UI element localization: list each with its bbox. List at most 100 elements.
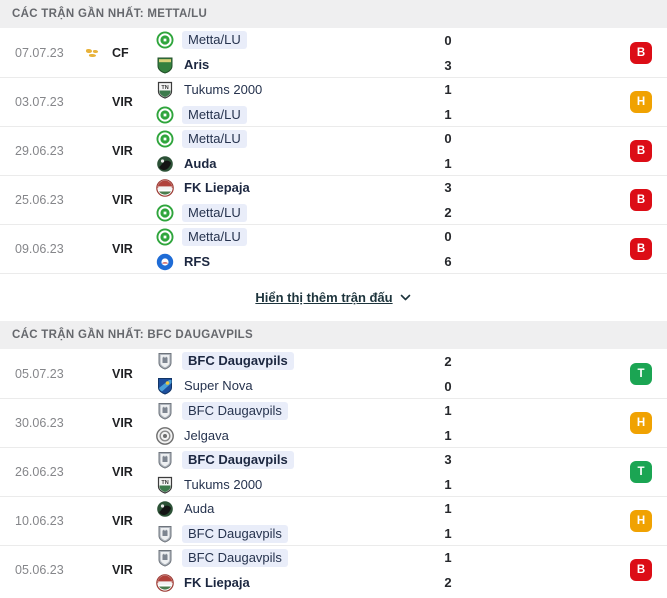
match-date: 05.07.23: [15, 366, 64, 381]
bfc-club-logo-icon: [156, 352, 174, 370]
match-date: 09.06.23: [15, 242, 64, 256]
result-badge: B: [630, 189, 652, 211]
match-list-bfc: 05.07.23 VIR BFC Daugavpils 2 Super Nova 0 T 3 0…: [0, 349, 667, 594]
team[interactable]: BFC Daugavpils: [156, 524, 436, 543]
team[interactable]: BFC Daugavpils: [156, 450, 436, 469]
match-line: Metta/LU 2: [156, 203, 460, 223]
team[interactable]: BFC Daugavpils: [156, 401, 436, 420]
team[interactable]: Metta/LU: [156, 203, 436, 222]
metta-club-logo-icon: [156, 106, 174, 124]
team[interactable]: TN Tukums 2000: [156, 476, 436, 494]
team[interactable]: Metta/LU: [156, 31, 436, 49]
score-value: 0: [444, 378, 452, 394]
team-name: BFC Daugavpils: [182, 524, 288, 543]
match-line: BFC Daugavpils 2: [156, 351, 460, 371]
teams-and-scores: BFC Daugavpils 1 FK Liepaja 2: [156, 548, 460, 593]
match-date: 10.06.23: [15, 514, 64, 528]
result-badge-cell: H: [630, 91, 652, 113]
match-date: 25.06.23: [15, 193, 64, 207]
competition-flag: [83, 194, 103, 207]
competition-code: VIR: [112, 144, 133, 158]
match-row[interactable]: 26.06.23 VIR BFC Daugavpils 3 TN Tukums 2000 1…: [0, 447, 667, 496]
score-value: 3: [444, 452, 452, 467]
team[interactable]: BFC Daugavpils: [156, 352, 436, 370]
score-value: 1: [444, 550, 452, 565]
bfc-club-logo-icon: [156, 402, 174, 420]
team[interactable]: Auda: [156, 155, 436, 173]
show-more-label: Hiển thị thêm trận đấu: [255, 290, 393, 305]
result-badge: H: [630, 510, 652, 532]
teams-and-scores: Metta/LU 0 Aris 3: [156, 30, 460, 75]
team-name: Metta/LU: [182, 105, 247, 124]
team-name: FK Liepaja: [184, 574, 250, 590]
match-line: Metta/LU 1: [156, 105, 460, 125]
section-title: CÁC TRẬN GẦN NHẤT: METTA/LU: [12, 8, 208, 20]
show-more-row: Hiển thị thêm trận đấu: [0, 273, 667, 321]
team[interactable]: FK Liepaja: [156, 573, 436, 592]
team-name: Jelgava: [184, 427, 229, 443]
team[interactable]: FK Liepaja: [156, 178, 436, 197]
match-line: TN Tukums 2000 1: [156, 80, 460, 100]
result-badge-cell: B: [630, 140, 652, 162]
competition-code: VIR: [112, 95, 133, 109]
team-name: Super Nova: [184, 378, 253, 393]
metta-club-logo-icon: [156, 31, 174, 49]
match-row[interactable]: 30.06.23 VIR BFC Daugavpils 1 Jelgava 1 H: [0, 398, 667, 447]
result-badge: B: [630, 41, 652, 64]
team-name: Metta/LU: [182, 31, 247, 49]
match-line: BFC Daugavpils 3: [156, 450, 460, 470]
competition-flag: [83, 145, 103, 158]
section-title: CÁC TRẬN GẦN NHẤT: BFC DAUGAVPILS: [12, 329, 253, 341]
match-row[interactable]: 10.06.23 VIR Auda 1 BFC Daugavpils 1 H: [0, 496, 667, 545]
team[interactable]: Metta/LU: [156, 227, 436, 246]
result-badge: B: [630, 238, 652, 260]
teams-and-scores: BFC Daugavpils 2 Super Nova 0: [156, 351, 460, 396]
match-line: Metta/LU 0: [156, 30, 460, 50]
teams-and-scores: BFC Daugavpils 1 Jelgava 1: [156, 401, 460, 446]
result-badge-cell: B: [630, 189, 652, 211]
team[interactable]: Auda: [156, 500, 436, 518]
match-line: FK Liepaja 2: [156, 573, 460, 593]
match-row[interactable]: 29.06.23 VIR Metta/LU 0 Auda 1 B: [0, 126, 667, 175]
match-line: BFC Daugavpils 1: [156, 401, 460, 421]
match-line: TN Tukums 2000 1: [156, 475, 460, 495]
match-row[interactable]: 03.07.23 VIR TN Tukums 2000 1 Metta/LU 1 H: [0, 77, 667, 126]
team[interactable]: BFC Daugavpils: [156, 548, 436, 567]
team-name: Metta/LU: [182, 129, 247, 148]
team[interactable]: Super Nova: [156, 377, 436, 395]
competition-flag: [83, 564, 103, 577]
team[interactable]: Jelgava: [156, 426, 436, 445]
team[interactable]: Aris: [156, 56, 436, 74]
competition-flag: [83, 417, 103, 430]
match-date: 07.07.23: [15, 45, 64, 60]
match-row[interactable]: 25.06.23 VIR FK Liepaja 3 Metta/LU 2 B: [0, 175, 667, 224]
svg-text:TN: TN: [161, 85, 168, 91]
score-value: 2: [444, 575, 452, 590]
score-value: 3: [444, 57, 452, 73]
match-row[interactable]: 07.07.23 CF Metta/LU 0 Aris 3 B: [0, 28, 667, 77]
teams-and-scores: FK Liepaja 3 Metta/LU 2: [156, 178, 460, 223]
team[interactable]: RFS: [156, 253, 436, 271]
teams-and-scores: Metta/LU 0 Auda 1: [156, 129, 460, 174]
team[interactable]: Metta/LU: [156, 129, 436, 148]
section-header-metta: CÁC TRẬN GẦN NHẤT: METTA/LU: [0, 0, 667, 28]
team-name: RFS: [184, 253, 210, 269]
show-more-button[interactable]: Hiển thị thêm trận đấu: [249, 289, 417, 306]
match-row[interactable]: 05.06.23 VIR BFC Daugavpils 1 FK Liepaja 2 B: [0, 545, 667, 594]
match-row[interactable]: 05.07.23 VIR BFC Daugavpils 2 Super Nova 0 T: [0, 349, 667, 398]
result-badge: T: [630, 362, 652, 385]
result-badge: H: [630, 412, 652, 434]
competition-code: VIR: [112, 416, 133, 430]
competition-flag: [83, 466, 103, 479]
team[interactable]: TN Tukums 2000: [156, 81, 436, 99]
team-name: BFC Daugavpils: [182, 450, 294, 469]
score-value: 1: [444, 82, 452, 97]
result-badge-cell: B: [630, 559, 652, 581]
metta-club-logo-icon: [156, 130, 174, 148]
team[interactable]: Metta/LU: [156, 105, 436, 124]
match-row[interactable]: 09.06.23 VIR Metta/LU 0 RFS 6 B: [0, 224, 667, 273]
score-value: 0: [444, 32, 452, 48]
team-name: Metta/LU: [182, 203, 247, 222]
match-line: Aris 3: [156, 55, 460, 75]
